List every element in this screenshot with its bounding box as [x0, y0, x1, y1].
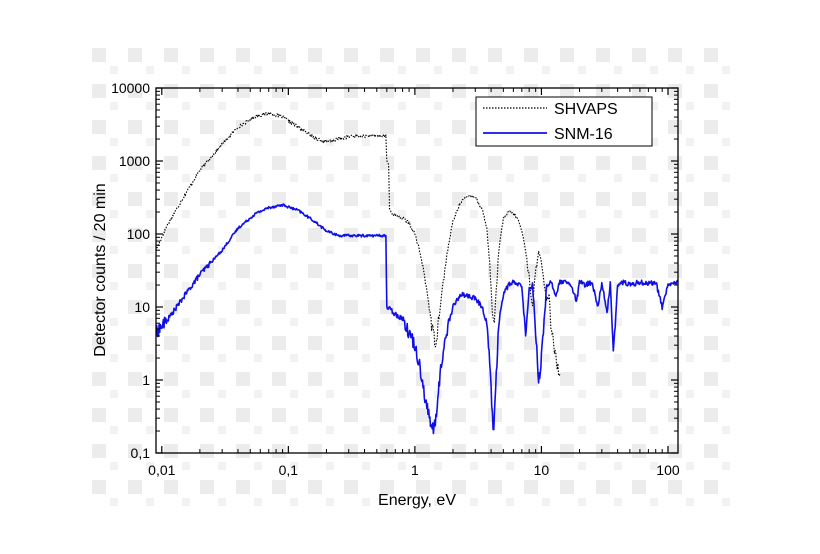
x-tick-label: 1: [411, 462, 419, 478]
y-axis-label: Detector counts / 20 min: [92, 183, 109, 356]
x-tick-label: 100: [656, 462, 680, 478]
y-tick-label: 100: [127, 226, 151, 242]
y-tick-label: 10000: [111, 80, 150, 96]
series-layer: [156, 111, 678, 435]
plot-frame: [155, 87, 679, 454]
legend-label-shvaps: SHVAPS: [554, 101, 618, 118]
legend: SHVAPS SNM-16: [475, 96, 653, 147]
series-line-shvaps: [156, 111, 561, 377]
x-tick-label: 0,01: [148, 462, 175, 478]
x-tick-label: 10: [534, 462, 550, 478]
y-tick-label: 1000: [119, 153, 150, 169]
legend-box: [475, 96, 653, 147]
x-axis-label: Energy, eV: [378, 492, 456, 509]
legend-label-snm16: SNM-16: [554, 126, 613, 143]
y-tick-label: 0,1: [131, 445, 151, 461]
x-tick-label: 0,1: [279, 462, 299, 478]
y-tick-label: 10: [134, 299, 150, 315]
y-tick-label: 1: [142, 372, 150, 388]
series-line-snm-16: [156, 203, 678, 435]
